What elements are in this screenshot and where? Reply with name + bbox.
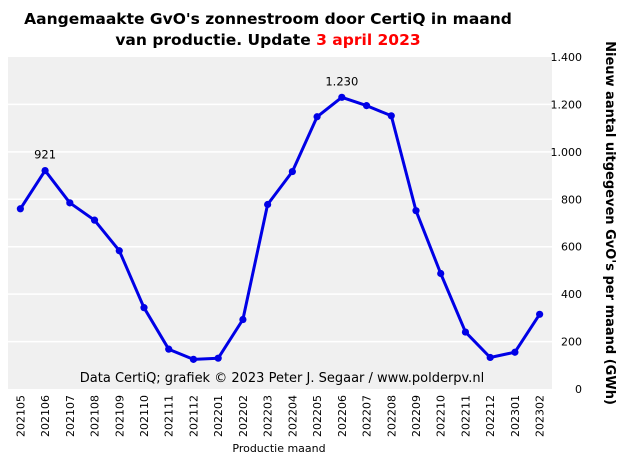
x-tick-label: 202204 — [286, 395, 299, 437]
x-tick-label: 202107 — [64, 395, 77, 437]
data-point — [66, 199, 74, 207]
x-tick-label: 202209 — [410, 395, 423, 437]
data-point — [239, 315, 247, 324]
data-point — [214, 354, 222, 362]
data-point — [189, 355, 198, 363]
x-tick-label: 202302 — [534, 395, 547, 437]
y-tick-label: 0 — [575, 383, 582, 396]
x-tick-label: 202105 — [14, 395, 27, 437]
x-tick-label: 202111 — [163, 395, 176, 437]
chart-title-line2: van productie. Update 3 april 2023 — [115, 31, 420, 49]
y-tick-label: 800 — [561, 193, 582, 206]
data-label: 921 — [34, 148, 56, 162]
data-point — [41, 166, 49, 175]
y-tick-label: 400 — [561, 288, 582, 301]
y-axis-ticks: 0 200 400 600 800 1.000 1.200 1.400 — [551, 51, 583, 396]
data-point — [486, 353, 494, 362]
x-tick-label: 202205 — [311, 395, 324, 437]
data-labels: 921 1.230 — [34, 74, 358, 161]
x-tick-label: 202110 — [138, 395, 151, 437]
data-label: 1.230 — [325, 74, 358, 88]
data-point — [288, 167, 296, 176]
grid-lines — [8, 103, 552, 343]
x-tick-label: 202109 — [113, 395, 126, 437]
data-point — [387, 112, 395, 120]
data-point — [90, 216, 99, 224]
x-tick-label: 202212 — [484, 395, 497, 437]
data-point — [140, 304, 148, 312]
chart-title-line1: Aangemaakte GvO's zonnestroom door Certi… — [24, 10, 512, 28]
chart-credit: Data CertiQ; grafiek © 2023 Peter J. Seg… — [80, 371, 484, 386]
data-point — [165, 345, 173, 353]
x-tick-label: 202208 — [385, 395, 398, 437]
x-tick-label: 202301 — [509, 395, 522, 437]
y-tick-label: 600 — [561, 241, 582, 254]
x-tick-label: 202203 — [262, 395, 275, 437]
x-tick-label: 202211 — [459, 395, 472, 437]
data-point — [338, 93, 346, 101]
x-tick-label: 202207 — [361, 395, 374, 437]
y-axis-label: Nieuw aantal uitgegeven GvO's per maand … — [602, 41, 617, 405]
data-point — [412, 207, 420, 215]
chart-title-update: van productie. Update — [115, 31, 310, 49]
y-tick-label: 1.200 — [551, 98, 583, 111]
y-tick-label: 200 — [561, 336, 582, 349]
data-point — [536, 310, 544, 318]
data-point — [437, 269, 445, 278]
y-tick-label: 1.000 — [551, 146, 583, 159]
chart-title-date: 3 april 2023 — [316, 31, 421, 49]
x-tick-label: 202210 — [435, 395, 448, 437]
data-point — [362, 102, 371, 110]
x-tick-label: 202112 — [187, 395, 200, 437]
data-point — [16, 205, 24, 213]
x-axis-ticks: 202105 202106 202107 202108 202109 202110 2021… — [14, 395, 546, 437]
y-tick-label: 1.400 — [551, 51, 583, 64]
data-point — [313, 113, 321, 121]
x-tick-label: 202202 — [237, 395, 250, 437]
data-point — [115, 247, 123, 255]
data-point — [511, 348, 519, 356]
data-point — [461, 328, 470, 336]
data-point — [264, 200, 272, 209]
series-line — [19, 95, 541, 361]
series-points — [16, 93, 544, 363]
x-tick-label: 202106 — [39, 395, 52, 437]
x-tick-label: 202201 — [212, 395, 225, 437]
x-axis-label: Productie maand — [232, 442, 325, 455]
x-tick-label: 202108 — [89, 395, 102, 437]
x-tick-label: 202206 — [336, 395, 349, 437]
